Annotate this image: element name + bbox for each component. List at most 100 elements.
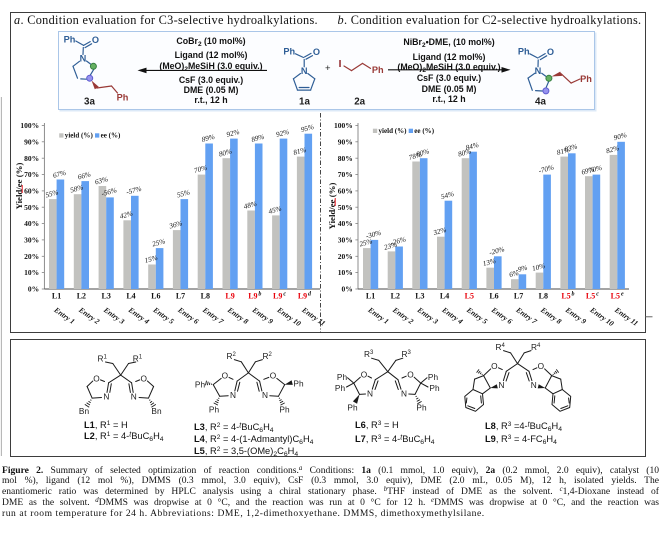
- svg-text:L8: L8: [539, 292, 548, 301]
- svg-text:Entry 7: Entry 7: [200, 305, 225, 326]
- svg-text:Ph: Ph: [347, 402, 358, 412]
- svg-text:90%: 90%: [613, 131, 628, 142]
- svg-text:Ph: Ph: [416, 402, 427, 412]
- svg-text:83%: 83%: [564, 143, 579, 154]
- svg-text:L4: L4: [440, 292, 449, 301]
- svg-text:L6: L6: [489, 292, 498, 301]
- svg-text:-9%: -9%: [515, 264, 529, 275]
- svg-text:70%: 70%: [193, 164, 208, 175]
- svg-text:O: O: [491, 361, 498, 371]
- svg-text:Entry 11: Entry 11: [612, 305, 640, 328]
- svg-text:Ph: Ph: [372, 65, 384, 75]
- svg-text:N: N: [80, 54, 87, 64]
- svg-text:95%: 95%: [300, 123, 315, 134]
- svg-text:45%: 45%: [268, 205, 283, 216]
- svg-text:Entry 2: Entry 2: [390, 305, 415, 326]
- svg-text:O: O: [92, 35, 99, 45]
- svg-text:48%: 48%: [243, 200, 258, 211]
- svg-text:55%: 55%: [45, 188, 60, 199]
- svg-text:O: O: [222, 371, 229, 381]
- svg-text:20%: 20%: [24, 252, 39, 261]
- svg-text:Entry 2: Entry 2: [76, 305, 101, 326]
- svg-text:Bn: Bn: [79, 406, 90, 416]
- svg-text:42%: 42%: [119, 210, 134, 221]
- svg-text:90%: 90%: [338, 137, 353, 146]
- svg-text:R3: R3: [402, 349, 412, 359]
- svg-text:Ph: Ph: [337, 372, 348, 382]
- svg-text:O: O: [538, 361, 545, 371]
- svg-text:+: +: [325, 63, 331, 74]
- svg-text:36%: 36%: [167, 219, 183, 230]
- svg-text:L5: L5: [465, 292, 474, 301]
- svg-text:Entry 8: Entry 8: [225, 305, 250, 326]
- svg-text:b: b: [258, 292, 261, 298]
- svg-text:I: I: [339, 59, 342, 70]
- svg-text:Ph: Ph: [209, 405, 220, 415]
- svg-text:25%: 25%: [359, 237, 374, 248]
- svg-text:yield (%): yield (%): [379, 127, 408, 135]
- svg-text:Entry 6: Entry 6: [176, 305, 201, 326]
- svg-text:2a: 2a: [354, 97, 365, 108]
- svg-text:L5: L5: [586, 292, 595, 301]
- svg-text:L9: L9: [225, 292, 234, 301]
- svg-text:Entry 7: Entry 7: [514, 305, 539, 326]
- svg-text:80%: 80%: [24, 154, 39, 163]
- svg-text:0%: 0%: [341, 285, 352, 294]
- svg-text:4a: 4a: [535, 97, 546, 108]
- svg-text:L4: L4: [126, 292, 135, 301]
- svg-text:Ph: Ph: [283, 47, 295, 57]
- svg-text:L5: L5: [611, 292, 620, 301]
- svg-text:10%: 10%: [338, 268, 353, 277]
- svg-text:Ph: Ph: [195, 380, 206, 390]
- svg-text:R1: R1: [133, 354, 143, 364]
- svg-text:R2: R2: [227, 351, 237, 361]
- svg-text:0%: 0%: [28, 285, 39, 294]
- svg-text:O: O: [93, 373, 100, 383]
- svg-text:69%: 69%: [581, 165, 596, 176]
- svg-text:92%: 92%: [275, 128, 290, 139]
- svg-text:Yield/ee (%): Yield/ee (%): [327, 183, 337, 230]
- svg-text:80%: 80%: [218, 147, 233, 158]
- svg-text:Ph: Ph: [279, 405, 290, 415]
- svg-text:32%: 32%: [432, 226, 448, 237]
- svg-text:Ph: Ph: [518, 47, 530, 57]
- svg-text:Entry 11: Entry 11: [300, 305, 328, 328]
- svg-text:Ph: Ph: [580, 74, 592, 84]
- svg-text:L7: L7: [514, 292, 523, 301]
- svg-text:O: O: [140, 373, 147, 383]
- svg-text:70%: 70%: [588, 164, 603, 175]
- svg-text:L5: L5: [561, 292, 570, 301]
- svg-text:N: N: [262, 390, 268, 400]
- svg-text:25%: 25%: [151, 237, 166, 248]
- svg-text:L1: L1: [366, 292, 375, 301]
- svg-text:55%: 55%: [176, 188, 191, 199]
- svg-text:L1: L1: [52, 292, 61, 301]
- svg-text:100%: 100%: [20, 121, 39, 130]
- svg-text:Ph: Ph: [428, 372, 439, 382]
- svg-text:50%: 50%: [24, 203, 39, 212]
- svg-text:58%: 58%: [69, 183, 84, 194]
- svg-text:Entry 10: Entry 10: [588, 305, 616, 329]
- svg-text:15%: 15%: [144, 254, 159, 265]
- svg-text:R3: R3: [364, 349, 374, 359]
- svg-text:63%: 63%: [94, 175, 109, 186]
- svg-text:N: N: [499, 380, 505, 390]
- svg-text:-70%: -70%: [538, 163, 555, 175]
- svg-text:90%: 90%: [24, 137, 39, 146]
- svg-text:Bn: Bn: [151, 406, 162, 416]
- svg-text:L3: L3: [102, 292, 111, 301]
- svg-text:80%: 80%: [457, 147, 472, 158]
- svg-text:O: O: [407, 370, 414, 380]
- svg-text:L9: L9: [273, 292, 282, 301]
- svg-text:82%: 82%: [605, 144, 620, 155]
- svg-text:84%: 84%: [465, 141, 480, 152]
- svg-text:100%: 100%: [334, 121, 353, 130]
- svg-text:L6: L6: [151, 292, 160, 301]
- svg-text:L9: L9: [248, 292, 257, 301]
- svg-text:b: b: [572, 292, 575, 298]
- svg-text:O: O: [361, 370, 368, 380]
- svg-text:L2: L2: [391, 292, 400, 301]
- svg-text:N: N: [535, 66, 542, 76]
- svg-text:Entry 3: Entry 3: [101, 305, 126, 326]
- svg-text:60%: 60%: [24, 187, 39, 196]
